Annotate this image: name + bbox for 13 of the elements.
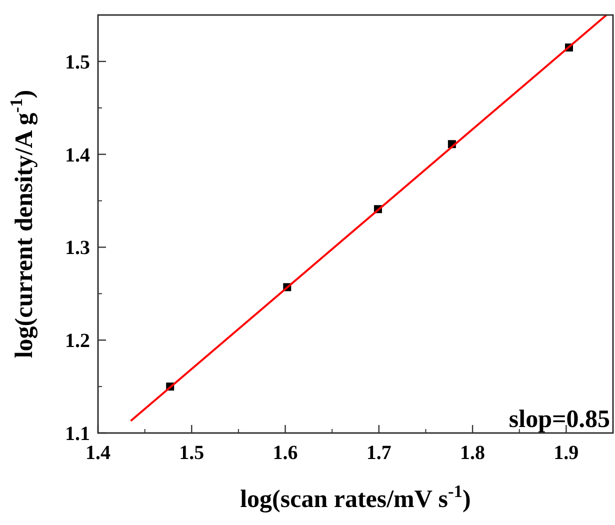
- annotation: slop=0.85: [508, 406, 610, 433]
- x-tick-label: 1.9: [554, 442, 579, 464]
- x-tick-label: 1.8: [460, 442, 486, 464]
- y-tick-label: 1.4: [65, 144, 90, 166]
- x-tick-label: 1.4: [86, 442, 110, 464]
- y-tick-label: 1.5: [65, 51, 90, 74]
- y-tick-label: 1.2: [65, 330, 90, 352]
- y-tick-label: 1.1: [65, 423, 90, 445]
- x-tick-label: 1.7: [366, 442, 392, 464]
- x-tick-label: 1.5: [179, 442, 204, 464]
- x-axis-title: log(scan rates/mV s$^{-1}$): [240, 481, 471, 513]
- y-tick-label: 1.3: [65, 237, 90, 260]
- x-tick-label: 1.6: [272, 442, 298, 464]
